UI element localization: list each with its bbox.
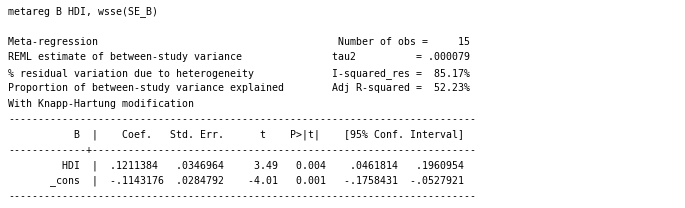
Text: -------------+----------------------------------------------------------------: -------------+--------------------------… [8, 145, 476, 155]
Text: ------------------------------------------------------------------------------: ----------------------------------------… [8, 191, 476, 201]
Text: metareg B HDI, wsse(SE_B): metareg B HDI, wsse(SE_B) [8, 6, 158, 17]
Text: Proportion of between-study variance explained        Adj R-squared =  52.23%: Proportion of between-study variance exp… [8, 83, 470, 93]
Text: B  |    Coef.   Std. Err.      t    P>|t|    [95% Conf. Interval]: B | Coef. Std. Err. t P>|t| [95% Conf. I… [8, 129, 464, 140]
Text: _cons  |  -.1143176  .0284792    -4.01   0.001   -.1758431  -.0527921: _cons | -.1143176 .0284792 -4.01 0.001 -… [8, 176, 464, 186]
Text: REML estimate of between-study variance               tau2          = .000079: REML estimate of between-study variance … [8, 52, 470, 62]
Text: With Knapp-Hartung modification: With Knapp-Hartung modification [8, 99, 195, 109]
Text: % residual variation due to heterogeneity             I-squared_res =  85.17%: % residual variation due to heterogeneit… [8, 68, 470, 79]
Text: ------------------------------------------------------------------------------: ----------------------------------------… [8, 114, 476, 124]
Text: HDI  |  .1211384   .0346964     3.49   0.004    .0461814   .1960954: HDI | .1211384 .0346964 3.49 0.004 .0461… [8, 160, 464, 171]
Text: Meta-regression                                        Number of obs =     15: Meta-regression Number of obs = 15 [8, 37, 470, 47]
